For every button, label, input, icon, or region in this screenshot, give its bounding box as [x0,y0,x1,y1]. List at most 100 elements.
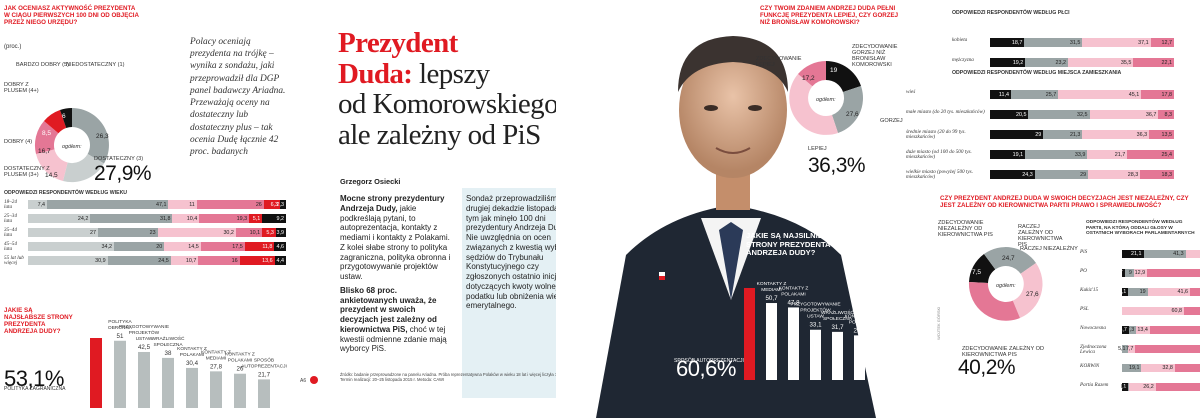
party-row: 60,839,2 [1122,307,1200,315]
title-line3: od Komorowskiego, [338,88,565,121]
age-segment: 16 [198,256,240,265]
q1-label-dobry-plus: DOBRY Z PLUSEM (4+) [4,82,39,95]
party-segment: 41,3 [1143,250,1186,258]
q4-label-gorzej: GORZEJ [880,118,903,124]
q2-bar [258,379,270,408]
q4-label-zdec-gorzej: ZDECYDOWANIE GORZEJ NIŻ BRONISŁAW KOMORO… [852,44,898,69]
q3-value: 29,4 [853,327,866,334]
page-number: A6 [300,378,307,384]
age-segment: 31,8 [90,214,173,223]
party-segment: 6,1 [1118,383,1129,391]
q4-donut-chart: ogółem: 17,2 19 27,6 [789,61,863,135]
q5-center-label: ogółem: [996,283,1016,289]
q3-bar [854,335,865,380]
place-segment: 21,7 [1087,150,1128,159]
logo-dot-icon [310,376,318,384]
party-segment: 33,3 [1190,288,1200,296]
q2-category-label: KONTAKTY Z [225,352,255,358]
q3-category-label: WRAŻLIWOŚĆ [821,308,855,316]
article-col1: Mocne strony prezydentury Andrzeja Dudy,… [340,194,452,354]
q1-val-2: 26,3 [96,133,109,140]
party-segment: 87,3 [1135,345,1200,353]
age-segment: 34,2 [28,242,114,251]
q2-bar [210,371,222,408]
party-row-label: Kukiz'15 [1080,287,1099,293]
intro-text: Polacy oceniają prezydenta na trójkę – w… [190,37,286,157]
q5-slice-raczej-niezalezny [1012,263,1043,318]
q2-category-label: WRAŻLIWOŚĆ [151,334,185,342]
q1-label-niedostateczny: NIEDOSTATECZNY (1) [66,62,125,68]
q3-category-label: KONTAKTY Z [845,313,875,319]
party-segment: 7,7 [1125,345,1136,353]
place-segment: 45,1 [1058,90,1142,99]
place-segment: 36,7 [1089,110,1159,119]
q1-val-6: 8,5 [42,130,51,137]
party-row-label: Nowoczesna [1080,325,1106,331]
party-row-label: KORWiN [1080,363,1100,369]
q2-category-label: POLAKAMI [228,358,253,364]
age-segment: 2,3 [276,200,286,209]
q4-heading: CZY TWOIM ZDANIEM ANDRZEJ DUDA PEŁNI FUN… [760,5,899,26]
q4-big-value: 36,3% [808,154,866,177]
q2-category-label: PROJEKTÓW [129,329,160,336]
age-segment: 7,4 [28,200,48,209]
q1-big-value: 27,9% [94,162,152,185]
party-row-label: Zjednoczona Lewica [1080,344,1107,356]
body1-rest: jakie podkreślają pytani, to autoprezent… [340,203,451,281]
title-line4: ale zależny od PiS [338,119,541,152]
q2-value: 42,5 [138,344,151,351]
q2-bar [186,367,198,408]
party-segment: 19,1 [1122,364,1142,372]
party-segment: 6,7 [1119,326,1129,334]
age-row-label: 55 lat lub więcej [4,255,24,267]
q5-label-raczej-niezalezny: RACZEJ NIEZALEŻNY [1020,246,1078,252]
party-row-label: PSL [1080,306,1089,312]
place-segment: 28,3 [1088,170,1141,179]
party-segment: 21,1 [1122,250,1144,258]
q1-slice-dostateczny [63,154,104,183]
party-segment: 2,7 [1115,269,1125,277]
age-segment: 17,5 [200,242,245,251]
q3-big-value: 60,6% [676,356,736,381]
age-row-label: 18–24 lata [4,199,17,211]
q3-bar [832,331,843,380]
q3-bar [744,288,755,380]
place-segment: 21,3 [1043,130,1083,139]
age-segment: 11 [168,200,197,209]
q1-slice-niedostateczny [72,108,109,164]
q5-donut-chart: ogółem: 7,5 24,7 27,6 [968,247,1043,321]
age-row: 27 23 30,2 10,1 5,3 3,9 [28,228,286,237]
q2-bar [162,357,174,408]
q3-bar [766,303,777,380]
place-segment: 29 [990,130,1044,139]
place-segment: 8,3 [1158,110,1174,119]
q4-slice-zdec-gorzej [826,61,861,92]
q1-label-bardzo-dobry: BARDZO DOBRY (5) [16,62,69,68]
q2-category-label: AUTOPREZENTACJI [241,363,287,369]
q1-slice-dobry-plus [44,110,67,134]
q5-label-zdec-zalezny: ZDECYDOWANIE ZALEŻNY OD KIEROWNICTWA PIS [962,346,1045,359]
age-segment: 26 [196,200,264,209]
q3-category-label: ZAGRANICZNA [864,331,899,337]
q2-category-label: PRZYGOTOWYWANIE [119,324,169,330]
age-segment: 10,1 [235,228,263,237]
article-col2: Sondaż przeprowadziliśmy w drugiej dekad… [466,194,573,311]
place-row: 19,1 33,9 21,7 25,4 [990,150,1174,159]
age-segment: 20 [114,242,165,251]
q1-label-dobry: DOBRY (4) [4,139,33,145]
sex-row-label: mężczyzna [952,57,974,63]
q1-label-dostateczny: DOSTATECZNY (3) [94,156,144,162]
sex-row: 19,2 23,2 35,5 22,1 [990,58,1174,67]
q4-slice-gorzej [832,86,863,133]
age-segment: 5,3 [262,228,276,237]
q3-category-label: MEDIAMI [761,287,782,293]
age-segment: 4,6 [274,242,286,251]
party-row-label: Partia Razem [1080,382,1109,388]
q3-bar [876,347,887,380]
q3-category-label: OBRONNA [891,342,916,348]
q3-category-label: SPOSÓB AUTOPREZENTACJI [674,357,744,364]
q2-category-label: POLITYKA [108,319,132,325]
age-segment: 19,3 [199,214,250,223]
